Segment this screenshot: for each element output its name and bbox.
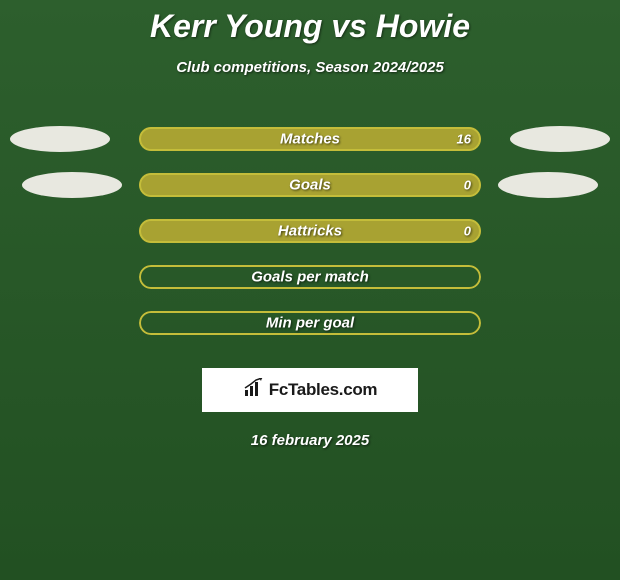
stat-label: Matches (280, 131, 340, 148)
stat-bar: Goals 0 (139, 173, 481, 197)
bars-area: Matches 16 Goals 0 Hattricks 0 Goals per match… (0, 116, 620, 346)
logo-badge: FcTables.com (202, 368, 418, 412)
chart-icon (243, 378, 265, 403)
stat-bar: Goals per match (139, 265, 481, 289)
stat-label: Hattricks (278, 223, 342, 240)
date-label: 16 february 2025 (0, 432, 620, 449)
player-marker-left (22, 172, 122, 198)
stat-value-right: 0 (464, 178, 471, 193)
page-subtitle: Club competitions, Season 2024/2025 (0, 59, 620, 76)
comparison-infographic: Kerr Young vs Howie Club competitions, S… (0, 0, 620, 449)
stat-value-right: 0 (464, 224, 471, 239)
stat-bar: Min per goal (139, 311, 481, 335)
stat-bar: Hattricks 0 (139, 219, 481, 243)
player-marker-left (10, 126, 110, 152)
stat-value-right: 16 (457, 132, 471, 147)
page-title: Kerr Young vs Howie (0, 8, 620, 45)
stat-label: Min per goal (266, 315, 354, 332)
stat-row: Hattricks 0 (0, 208, 620, 254)
stat-bar: Matches 16 (139, 127, 481, 151)
player-marker-right (510, 126, 610, 152)
stat-row: Min per goal (0, 300, 620, 346)
stat-row: Goals per match (0, 254, 620, 300)
logo-text: FcTables.com (269, 380, 378, 400)
stat-label: Goals (289, 177, 331, 194)
stat-label: Goals per match (251, 269, 369, 286)
stat-row: Matches 16 (0, 116, 620, 162)
player-marker-right (498, 172, 598, 198)
stat-row: Goals 0 (0, 162, 620, 208)
